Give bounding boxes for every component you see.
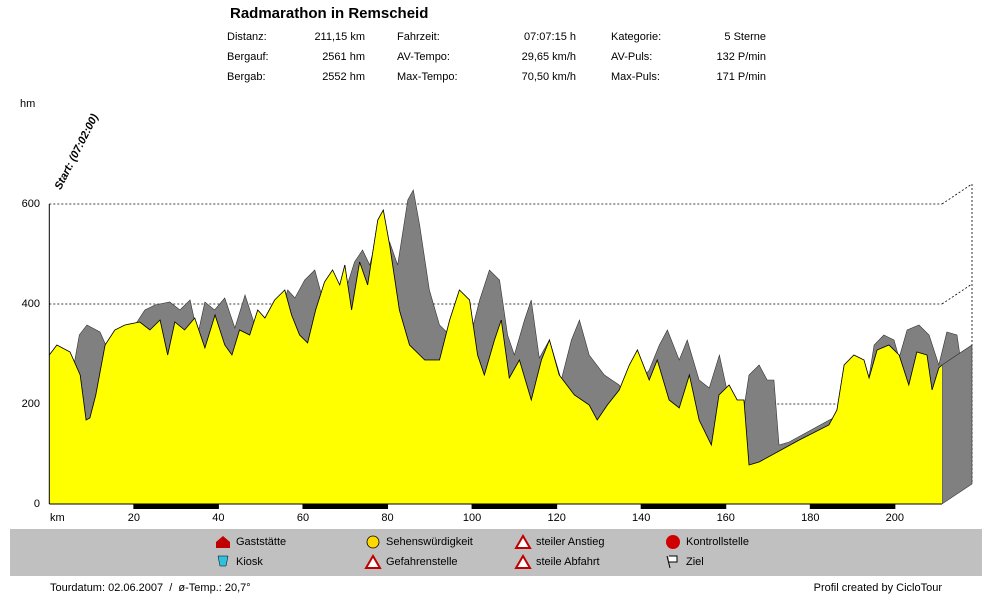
x-tick-label: 60 xyxy=(297,512,309,524)
grid-line-depth xyxy=(941,183,973,205)
x-tick-label: 180 xyxy=(801,512,819,524)
y-tick-label: 200 xyxy=(22,398,40,410)
stat-value: 29,65 km/h xyxy=(522,51,576,63)
stat-value: 171 P/min xyxy=(716,71,766,83)
stat-label: AV-Puls: xyxy=(611,51,652,63)
grid-line-depth xyxy=(941,283,973,305)
stat-value: 5 Sterne xyxy=(724,31,766,43)
stat-label: AV-Tempo: xyxy=(397,51,450,63)
x-tick-label: 140 xyxy=(632,512,650,524)
stat-value: 2561 hm xyxy=(322,51,365,63)
stat-value: 70,50 km/h xyxy=(522,71,576,83)
legend-box xyxy=(10,529,982,576)
x-tick-label: 80 xyxy=(381,512,393,524)
legend-label: Sehenswürdigkeit xyxy=(386,536,473,548)
legend-icons xyxy=(216,534,680,569)
stat-label: Fahrzeit: xyxy=(397,31,440,43)
stat-label: Max-Puls: xyxy=(611,71,660,83)
stat-label: Distanz: xyxy=(227,31,267,43)
x-scale-band xyxy=(133,504,219,509)
start-label: Start: (07:02:00) xyxy=(53,112,102,192)
footer-left: Tourdatum: 02.06.2007 / ø-Temp.: 20,7° xyxy=(50,582,251,594)
x-scale-band xyxy=(472,504,557,509)
x-tick-label: 120 xyxy=(547,512,565,524)
x-tick-label: 160 xyxy=(717,512,735,524)
legend-label: steile Abfahrt xyxy=(536,556,600,568)
x-scale-band xyxy=(810,504,895,509)
stat-label: Kategorie: xyxy=(611,31,661,43)
y-tick-label: 600 xyxy=(22,198,40,210)
legend-label: Ziel xyxy=(686,556,704,568)
stat-value: 2552 hm xyxy=(322,71,365,83)
y-tick-label: 0 xyxy=(34,498,40,510)
legend-label: steiler Anstieg xyxy=(536,536,604,548)
stat-value: 07:07:15 h xyxy=(524,31,576,43)
stat-label: Bergauf: xyxy=(227,51,269,63)
y-axis-label: hm xyxy=(20,98,35,110)
profile-line xyxy=(48,208,943,466)
x-axis-label: km xyxy=(50,512,65,524)
stat-value: 211,15 km xyxy=(314,31,365,43)
profile-wall xyxy=(941,344,973,505)
footer-right: Profil created by CicloTour xyxy=(814,582,943,594)
chart-title: Radmarathon in Remscheid xyxy=(230,5,428,22)
x-scale-band xyxy=(302,504,388,509)
x-tick-label: 100 xyxy=(463,512,481,524)
x-tick-label: 40 xyxy=(212,512,224,524)
stat-label: Max-Tempo: xyxy=(397,71,458,83)
profile-area xyxy=(49,210,943,504)
legend-label: Gaststätte xyxy=(236,536,286,548)
legend-label: Kontrollstelle xyxy=(686,536,749,548)
x-tick-label: 20 xyxy=(128,512,140,524)
x-scale-band xyxy=(641,504,726,509)
legend-label: Kiosk xyxy=(236,556,263,568)
legend-label: Gefahrenstelle xyxy=(386,556,458,568)
x-tick-label: 200 xyxy=(886,512,904,524)
stat-value: 132 P/min xyxy=(716,51,766,63)
stat-label: Bergab: xyxy=(227,71,266,83)
y-tick-label: 400 xyxy=(22,298,40,310)
